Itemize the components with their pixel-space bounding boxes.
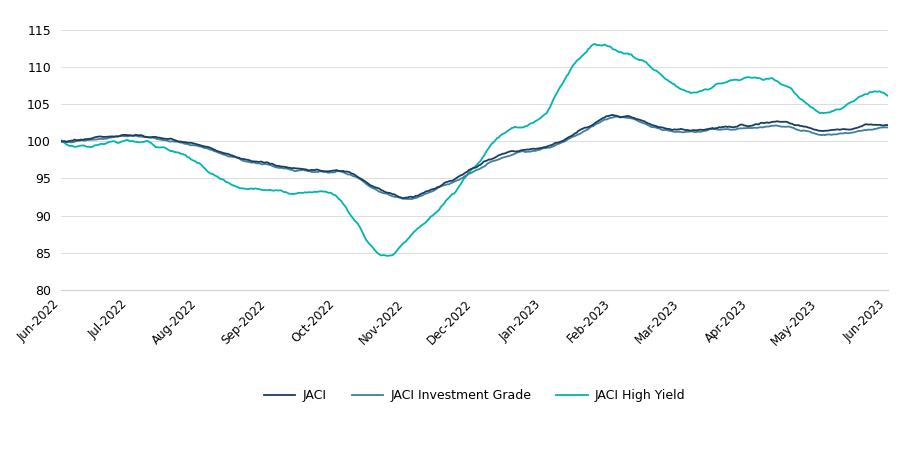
- Legend: JACI, JACI Investment Grade, JACI High Yield: JACI, JACI Investment Grade, JACI High Y…: [259, 384, 690, 407]
- JACI: [455, 172, 465, 178]
- JACI Investment Grade: [865, 127, 876, 133]
- JACI Investment Grade: [549, 142, 560, 148]
- JACI: [56, 138, 67, 144]
- JACI Investment Grade: [455, 176, 465, 181]
- JACI Investment Grade: [736, 126, 747, 132]
- JACI: [549, 140, 560, 146]
- JACI Investment Grade: [612, 114, 622, 119]
- JACI: [865, 122, 876, 127]
- JACI High Yield: [736, 76, 747, 82]
- JACI: [504, 149, 515, 154]
- JACI High Yield: [455, 181, 465, 187]
- JACI High Yield: [881, 93, 892, 99]
- Line: JACI Investment Grade: JACI Investment Grade: [61, 116, 887, 199]
- Line: JACI: JACI: [61, 115, 887, 199]
- JACI High Yield: [504, 126, 515, 132]
- JACI: [450, 176, 461, 181]
- JACI Investment Grade: [504, 153, 515, 159]
- JACI: [397, 196, 408, 201]
- JACI Investment Grade: [881, 124, 892, 130]
- JACI Investment Grade: [450, 178, 461, 184]
- JACI Investment Grade: [56, 139, 67, 145]
- JACI High Yield: [56, 138, 67, 143]
- JACI High Yield: [865, 89, 876, 95]
- JACI: [736, 122, 747, 127]
- JACI Investment Grade: [403, 196, 414, 202]
- JACI High Yield: [382, 253, 392, 259]
- JACI: [881, 122, 892, 128]
- Line: JACI High Yield: JACI High Yield: [61, 44, 887, 256]
- JACI: [607, 112, 618, 118]
- JACI High Yield: [549, 93, 560, 99]
- JACI High Yield: [450, 189, 461, 195]
- JACI High Yield: [589, 41, 600, 47]
